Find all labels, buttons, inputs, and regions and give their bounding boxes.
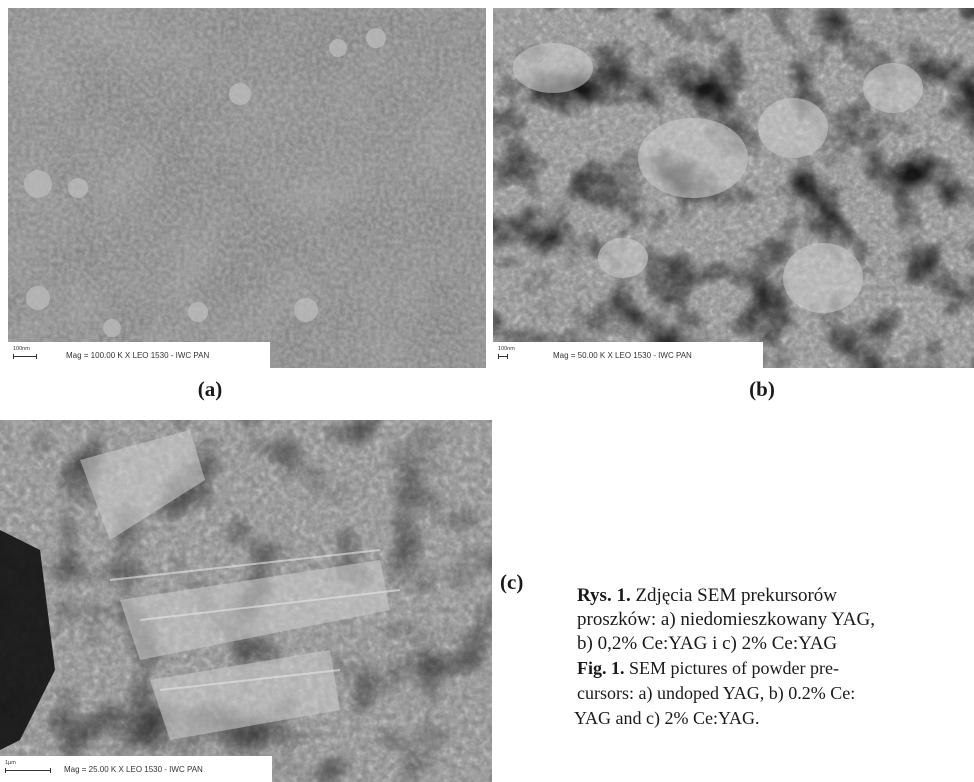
figure-caption: Rys. 1. Zdjęcia SEM prekursorów proszków…	[574, 584, 974, 731]
caption-pl-prefix: Rys. 1.	[577, 585, 631, 606]
caption-english: Fig. 1. SEM pictures of powder pre- curs…	[574, 656, 974, 731]
caption-en-prefix: Fig. 1.	[577, 658, 625, 678]
caption-pl-line-3: b) 0,2% Ce:YAG i c) 2% Ce:YAG	[577, 633, 838, 654]
sem-databar-c: 1µm Mag = 25.00 K X LEO 1530 - IWC PAN	[0, 756, 272, 782]
scale-bar-c: 1µm	[5, 760, 51, 773]
sem-image-b: 100nm Mag = 50.00 K X LEO 1530 - IWC PAN	[493, 8, 974, 368]
panel-label-c: (c)	[500, 570, 524, 594]
sem-databar-b: 100nm Mag = 50.00 K X LEO 1530 - IWC PAN	[493, 342, 763, 368]
sem-texture-b	[493, 8, 974, 368]
caption-polish: Rys. 1. Zdjęcia SEM prekursorów proszków…	[577, 584, 974, 656]
caption-pl-line-1: Zdjęcia SEM prekursorów	[630, 585, 838, 606]
panel-label-a: (a)	[197, 377, 223, 401]
sem-info-c: Mag = 25.00 K X LEO 1530 - IWC PAN	[64, 765, 203, 774]
scale-bar-b: 100nm	[498, 346, 522, 359]
sem-texture-c	[0, 420, 492, 782]
sem-info-a: Mag = 100.00 K X LEO 1530 - IWC PAN	[66, 351, 210, 360]
caption-en-line-2: cursors: a) undoped YAG, b) 0.2% Ce:	[577, 683, 856, 703]
caption-pl-line-2: proszków: a) niedomieszkowany YAG,	[577, 609, 875, 630]
scale-bar-a: 100nm	[13, 346, 37, 359]
scale-label-a: 100nm	[13, 346, 30, 352]
scale-label-b: 100nm	[498, 346, 515, 352]
scale-label-c: 1µm	[5, 760, 16, 766]
caption-en-line-3: YAG and c) 2% Ce:YAG.	[574, 708, 760, 728]
sem-image-c: 1µm Mag = 25.00 K X LEO 1530 - IWC PAN	[0, 420, 492, 782]
sem-info-b: Mag = 50.00 K X LEO 1530 - IWC PAN	[553, 351, 692, 360]
sem-databar-a: 100nm Mag = 100.00 K X LEO 1530 - IWC PA…	[8, 342, 270, 368]
panel-label-b: (b)	[749, 377, 775, 401]
sem-image-a: 100nm Mag = 100.00 K X LEO 1530 - IWC PA…	[8, 8, 486, 368]
caption-en-line-1: SEM pictures of powder pre-	[624, 658, 839, 678]
sem-texture-a	[8, 8, 486, 368]
